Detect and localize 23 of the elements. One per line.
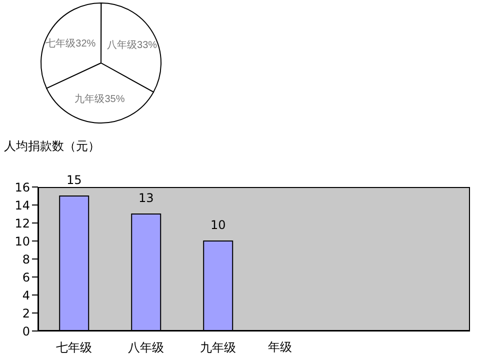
data-label: 13 xyxy=(138,191,154,205)
y-tick-label: 10 xyxy=(14,234,30,248)
y-tick-label: 4 xyxy=(22,288,30,302)
data-label: 32% xyxy=(76,38,96,50)
data-label: 35% xyxy=(104,93,125,104)
y-tick-label: 16 xyxy=(14,180,30,194)
x-axis-title: 年级 xyxy=(268,339,292,356)
data-label: 10 xyxy=(210,218,226,232)
slice-label: 九年级 xyxy=(74,92,105,104)
y-tick-label: 14 xyxy=(14,198,30,212)
y-axis-title: 人均捐款数（元） xyxy=(4,138,100,155)
y-tick-label: 6 xyxy=(22,270,30,284)
data-label: 33% xyxy=(137,39,158,50)
y-tick-label: 12 xyxy=(14,216,30,230)
y-tick-label: 2 xyxy=(22,306,30,320)
y-tick-label: 8 xyxy=(22,252,30,266)
y-tick-label: 0 xyxy=(22,324,30,338)
x-tick-label: 八年级 xyxy=(128,340,164,355)
x-tick-label: 七年级 xyxy=(56,340,92,355)
slice-label: 七年级 xyxy=(46,37,76,50)
x-tick-label: 九年级 xyxy=(200,340,236,355)
slice-label: 八年级 xyxy=(107,38,138,50)
data-label: 15 xyxy=(66,173,82,187)
